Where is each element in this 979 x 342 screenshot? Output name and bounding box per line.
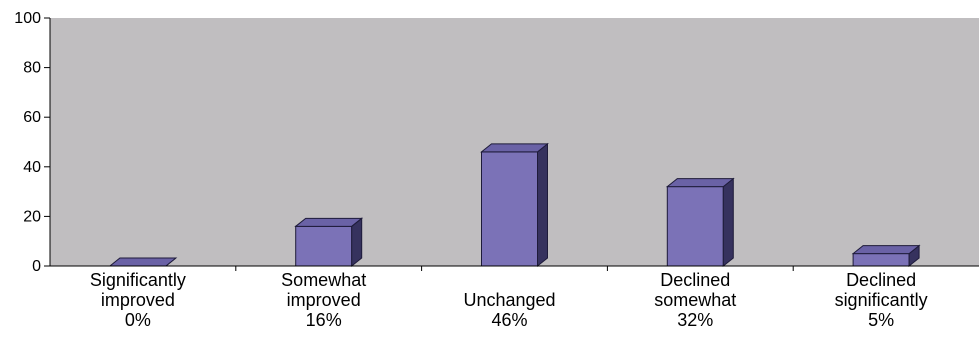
bar-front [295,225,353,267]
bar-side [537,142,548,268]
bar-front [481,151,538,267]
x-tick-label: Declined [660,270,730,290]
bars [108,142,921,268]
y-tick-label: 0 [32,258,41,275]
y-tick-label: 100 [14,10,41,27]
bar-front [666,186,724,267]
y-tick-label: 40 [23,159,41,176]
y-tick-label: 80 [23,60,41,77]
x-tick-label: Somewhat [281,270,366,290]
bar-top [665,178,735,188]
x-tick-label: Unchanged [463,290,555,310]
bar [480,142,549,268]
bar [851,244,921,268]
y-tick-label: 60 [23,109,41,126]
data-label: 0% [125,310,151,330]
bar-top [480,143,549,153]
x-tick-label: significantly [835,290,928,310]
x-tick-label: Declined [846,270,916,290]
data-label: 32% [677,310,713,330]
bar-top [851,245,921,255]
data-label: 16% [306,310,342,330]
category-labels: Significantlyimproved0%Somewhatimproved1… [90,270,928,330]
bar [108,257,178,267]
data-label: 5% [868,310,894,330]
x-tick-label: somewhat [654,290,736,310]
bar-side [722,177,734,268]
data-label: 46% [491,310,527,330]
bar-top [294,217,364,227]
bar [665,177,735,268]
x-tick-label: improved [101,290,175,310]
bar [294,217,364,268]
bar-top [108,257,178,267]
y-tick-label: 20 [23,208,41,225]
x-tick-label: Significantly [90,270,186,290]
bar-front [852,253,910,267]
x-tick-label: improved [287,290,361,310]
axes: 0 20 40 60 80 100 [14,10,979,275]
